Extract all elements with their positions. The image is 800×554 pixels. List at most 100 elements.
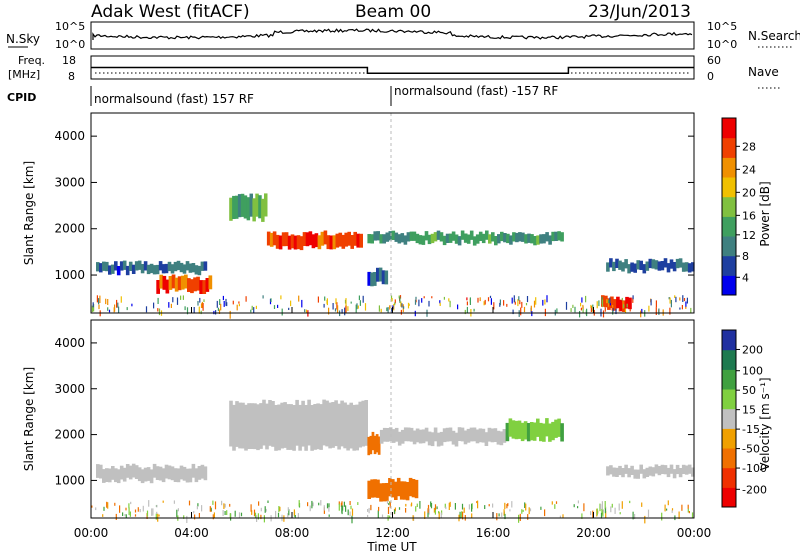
power-cell xyxy=(200,261,205,271)
velocity-scatter xyxy=(287,513,289,518)
power-cell xyxy=(237,194,242,218)
power-scatter xyxy=(172,297,174,303)
power-cell xyxy=(177,276,182,291)
velocity-scatter xyxy=(477,500,479,509)
power-scatter xyxy=(116,299,118,308)
power-scatter xyxy=(356,303,358,310)
velocity-scatter xyxy=(309,505,311,512)
velocity-cell xyxy=(402,481,407,500)
power-scatter xyxy=(431,296,433,299)
power-cell xyxy=(179,262,184,273)
power-scatter xyxy=(572,304,574,308)
velocity-cell xyxy=(642,469,647,479)
power-cell xyxy=(454,234,459,244)
velocity-cell xyxy=(532,422,537,441)
power-cell xyxy=(403,235,408,245)
velocity-y-ticks: 4000 3000 2000 1000 xyxy=(54,336,694,487)
power-scatter xyxy=(525,303,528,306)
noise-right-label: N.Search xyxy=(748,29,800,43)
power-scatter xyxy=(556,308,558,313)
power-scatter xyxy=(512,309,514,315)
velocity-cell xyxy=(415,428,420,443)
velocity-scatter xyxy=(521,509,523,514)
velocity-cell xyxy=(262,399,266,446)
power-cell xyxy=(524,234,528,244)
velocity-cell xyxy=(268,400,272,446)
power-cell xyxy=(344,232,348,247)
power-cell xyxy=(332,235,337,250)
velocity-scatter xyxy=(610,506,612,513)
velocity-cell xyxy=(286,404,290,450)
power-cell xyxy=(170,264,175,274)
power-cell xyxy=(418,235,423,245)
power-colorbar-swatch xyxy=(722,236,736,257)
power-scatter xyxy=(421,298,423,303)
power-scatter xyxy=(604,307,606,312)
velocity-scatter xyxy=(449,501,451,507)
velocity-scatter xyxy=(260,514,262,520)
power-scatter xyxy=(220,303,222,311)
power-scatter xyxy=(232,300,234,305)
power-cell xyxy=(114,261,118,271)
power-scatter xyxy=(623,304,625,308)
power-scatter xyxy=(199,297,201,303)
noise-right-tick-bottom: 10^0 xyxy=(707,38,737,51)
power-cell xyxy=(137,260,142,270)
velocity-scatter xyxy=(604,508,606,514)
power-scatter xyxy=(581,297,583,303)
velocity-scatter xyxy=(349,501,351,505)
power-scatter xyxy=(182,295,184,300)
power-scatter xyxy=(91,305,93,313)
velocity-colorbar-tick-label: -100 xyxy=(742,462,767,475)
power-scatter xyxy=(570,308,572,312)
power-cell xyxy=(240,193,245,217)
velocity-scatter xyxy=(173,500,175,504)
power-cell xyxy=(604,295,608,308)
power-scatter xyxy=(198,306,200,314)
power-cell xyxy=(478,231,483,241)
power-cell xyxy=(436,230,441,240)
power-cell xyxy=(424,231,429,241)
power-cell xyxy=(326,235,331,250)
velocity-cell xyxy=(424,427,429,442)
power-scatter xyxy=(180,295,182,300)
velocity-cell xyxy=(259,403,263,449)
power-scatter xyxy=(601,299,604,308)
velocity-cell xyxy=(247,403,251,449)
velocity-scatter xyxy=(162,500,164,503)
power-cell xyxy=(173,261,178,272)
velocity-scatter xyxy=(125,507,127,511)
velocity-cell xyxy=(137,467,142,482)
power-scatter xyxy=(612,309,614,315)
power-cell xyxy=(249,193,253,217)
power-scatter xyxy=(574,306,576,313)
power-cell xyxy=(284,232,289,247)
velocity-cell xyxy=(457,427,462,441)
power-cell xyxy=(660,261,665,271)
velocity-cell xyxy=(557,418,561,437)
velocity-colorbar-label: Velocity [m s⁻¹] xyxy=(758,377,772,470)
power-colorbar-label: Power [dB] xyxy=(758,181,772,246)
power-scatter xyxy=(305,309,308,313)
velocity-cell xyxy=(182,466,187,481)
power-cell xyxy=(691,262,695,272)
velocity-cell xyxy=(442,428,447,443)
velocity-cell xyxy=(241,402,245,449)
velocity-cell xyxy=(313,404,317,450)
velocity-scatter xyxy=(349,511,351,517)
power-cell xyxy=(367,234,371,244)
velocity-cell xyxy=(167,465,172,480)
velocity-cell xyxy=(119,465,124,480)
velocity-colorbar-swatch xyxy=(722,349,736,370)
velocity-cell xyxy=(370,479,374,498)
noise-right-tick-top: 10^5 xyxy=(707,20,737,33)
power-scatter xyxy=(345,305,347,313)
velocity-scatter xyxy=(307,502,309,507)
power-cell xyxy=(197,265,202,276)
power-scatter xyxy=(535,297,537,305)
power-cell xyxy=(557,231,561,241)
power-cell xyxy=(125,265,130,276)
velocity-scatter xyxy=(386,500,389,504)
power-scatter xyxy=(345,298,347,306)
velocity-cell xyxy=(548,423,552,442)
